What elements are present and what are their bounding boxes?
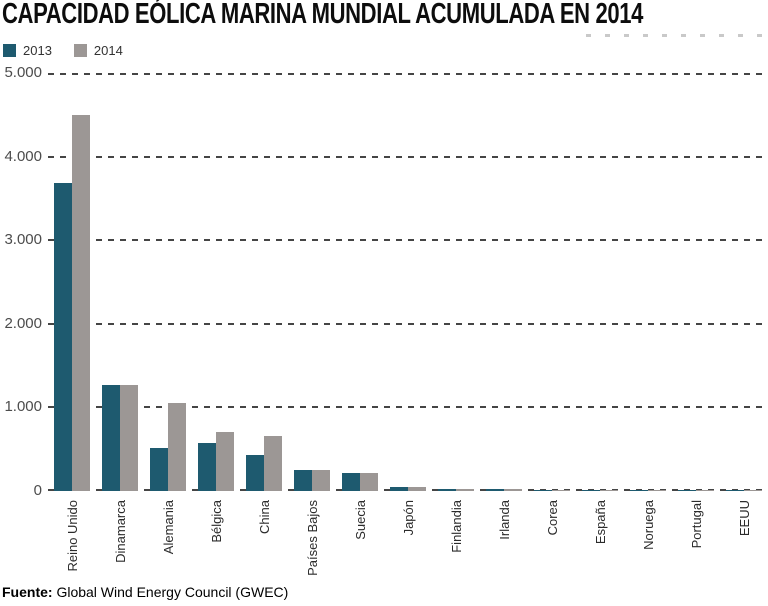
source-text: Global Wind Energy Council (GWEC): [56, 584, 289, 600]
bar-2013-españa: [582, 490, 600, 491]
x-axis-label-irlanda: Irlanda: [496, 500, 512, 540]
y-tick-label-1000: 1.000: [4, 398, 42, 416]
x-cell-6: Suecia: [336, 497, 384, 583]
chart-title: CAPACIDAD EÓLICA MARINA MUNDIAL ACUMULAD…: [2, 0, 643, 30]
legend-item-2014: 2014: [73, 43, 123, 58]
x-axis-label-china: China: [256, 500, 272, 534]
x-cell-3: Bélgica: [192, 497, 240, 583]
y-tick-label-4000: 4.000: [4, 147, 42, 165]
legend-item-2013: 2013: [3, 43, 52, 58]
bar-2013-finlandia: [438, 489, 456, 491]
bar-2014-españa: [600, 490, 618, 491]
gridline-5000: [48, 73, 768, 75]
x-axis-label-reino-unido: Reino Unido: [64, 500, 80, 572]
x-axis-label-eeuu: EEUU: [736, 500, 752, 537]
x-cell-0: Reino Unido: [48, 497, 96, 583]
x-axis-label-noruega: Noruega: [640, 500, 656, 550]
bar-2014-reino-unido: [72, 115, 90, 491]
bar-2014-corea: [552, 490, 570, 491]
x-cell-8: Finlandia: [432, 497, 480, 583]
x-cell-7: Japón: [384, 497, 432, 583]
source-label: Fuente:: [2, 584, 53, 600]
legend-label-2014: 2014: [93, 43, 123, 58]
x-axis-label-alemania: Alemania: [160, 500, 176, 555]
x-axis-label-dinamarca: Dinamarca: [112, 500, 128, 563]
bar-2014-eeuu: [744, 490, 762, 491]
bar-2014-portugal: [696, 490, 714, 491]
chart-area: 5.000 4.000 3.000 2.000 1.000 0: [0, 65, 768, 499]
x-cell-2: Alemania: [144, 497, 192, 583]
bar-2014-suecia: [360, 473, 378, 491]
x-axis-label-portugal: Portugal: [688, 500, 704, 549]
bar-2013-dinamarca: [102, 385, 120, 491]
bar-2014-china: [264, 436, 282, 491]
bar-2013-japón: [390, 487, 408, 491]
legend-swatch-2013: [3, 44, 16, 57]
bar-2013-bélgica: [198, 443, 216, 491]
chart-legend: 2013 2014: [3, 43, 123, 58]
bar-2013-alemania: [150, 448, 168, 491]
x-cell-13: Portugal: [672, 497, 720, 583]
y-tick-label-2000: 2.000: [4, 314, 42, 332]
x-axis-label-españa: España: [592, 500, 608, 545]
gridline-1000: [48, 406, 768, 409]
plot-area: [48, 73, 768, 491]
x-cell-11: España: [576, 497, 624, 583]
bar-2013-corea: [534, 490, 552, 491]
bar-2014-noruega: [648, 490, 666, 491]
bar-2014-países-bajos: [312, 470, 330, 491]
x-cell-1: Dinamarca: [96, 497, 144, 583]
bar-2013-eeuu: [726, 490, 744, 491]
x-axis-label-finlandia: Finlandia: [448, 500, 464, 553]
bar-2013-china: [246, 455, 264, 491]
bar-2014-dinamarca: [120, 385, 138, 491]
bar-2014-finlandia: [456, 489, 474, 491]
x-cell-9: Irlanda: [480, 497, 528, 583]
bar-2014-irlanda: [504, 489, 522, 491]
source-note: Fuente: Global Wind Energy Council (GWEC…: [2, 584, 288, 600]
title-dotted-rule: [586, 34, 768, 37]
gridline-3000: [48, 239, 768, 242]
y-tick-label-0: 0: [33, 482, 42, 499]
gridline-2000: [48, 322, 768, 325]
x-cell-5: Países Bajos: [288, 497, 336, 583]
bar-2013-países-bajos: [294, 470, 312, 491]
legend-label-2013: 2013: [23, 43, 52, 58]
bar-2014-japón: [408, 487, 426, 491]
legend-swatch-2014: [73, 44, 87, 57]
bar-2013-reino-unido: [54, 183, 72, 491]
x-cell-12: Noruega: [624, 497, 672, 583]
x-axis-label-bélgica: Bélgica: [208, 500, 224, 543]
gridline-4000: [48, 155, 768, 158]
bar-2014-alemania: [168, 403, 186, 491]
y-tick-label-3000: 3.000: [4, 231, 42, 249]
x-cell-10: Corea: [528, 497, 576, 583]
x-axis-label-corea: Corea: [544, 500, 560, 536]
x-cell-4: China: [240, 497, 288, 583]
bar-2014-bélgica: [216, 432, 234, 491]
x-axis-label-suecia: Suecia: [352, 500, 368, 540]
bar-2013-irlanda: [486, 489, 504, 491]
bar-2013-suecia: [342, 473, 360, 491]
x-axis-label-japón: Japón: [400, 500, 416, 536]
x-cell-14: EEUU: [720, 497, 768, 583]
y-tick-label-5000: 5.000: [4, 64, 42, 81]
x-axis-label-países-bajos: Países Bajos: [304, 500, 320, 576]
x-axis: Reino Unido Dinamarca Alemania Bélgica China…: [48, 497, 768, 583]
bar-2013-portugal: [678, 490, 696, 491]
bar-2013-noruega: [630, 490, 648, 491]
